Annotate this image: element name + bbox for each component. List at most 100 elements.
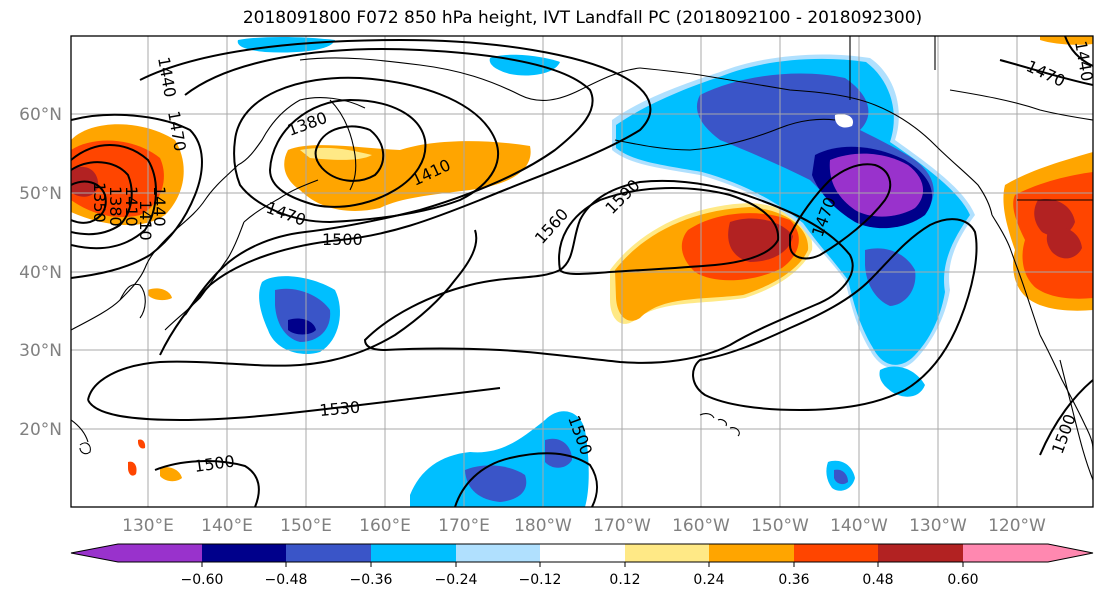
fill-region-alaska-tail-blue [865, 248, 916, 306]
contour-west-1410 [71, 161, 133, 236]
lat-label: 20°N [19, 420, 62, 440]
colorbar-tick-label: −0.60 [181, 572, 224, 588]
contour-label: 1380 [106, 186, 125, 227]
colorbar-tick-label: −0.36 [350, 572, 393, 588]
colorbar-segment [371, 544, 456, 562]
colorbar-tick-label: 0.48 [862, 572, 893, 588]
coastline-alaska [639, 67, 993, 216]
lon-label: 160°W [672, 516, 730, 536]
colorbar-tick-label: 0.60 [947, 572, 978, 588]
coastline-philippines [71, 419, 89, 443]
coastline-arctic-asia [299, 57, 581, 101]
contour-west-1470 [71, 113, 203, 279]
fill-region-alaska-purple [829, 153, 924, 217]
colorbar-segment [202, 544, 286, 562]
coastline-bc-coast [991, 214, 1041, 336]
colorbar-tick-label: −0.24 [435, 572, 478, 588]
lat-label: 50°N [19, 184, 62, 204]
plot-frame [70, 35, 1094, 508]
latitude-labels: 20°N 30°N 40°N 50°N 60°N [19, 105, 62, 440]
colorbar-segment [456, 544, 540, 562]
fill-region-west-red [71, 140, 164, 218]
fill-region-small-red-japan [138, 439, 146, 449]
fill-region-nwpac-navy [288, 318, 316, 335]
lon-label: 160°E [359, 516, 411, 536]
colorbar-tick-label: −0.12 [519, 572, 562, 588]
contour-1530-lower [87, 387, 501, 422]
fill-region-japan-orange [148, 288, 172, 301]
fill-region-tropical-small-blue [834, 469, 848, 485]
lon-label: 150°E [280, 516, 332, 536]
contour-west-1440 [71, 144, 157, 250]
colorbar-segment [794, 544, 878, 562]
contour-label: 1350 [90, 182, 109, 223]
fill-region-alaska-white-hole [834, 114, 854, 128]
lon-label: 130°W [909, 516, 967, 536]
colorbar-segment [963, 544, 1048, 562]
lon-label: 130°E [122, 516, 174, 536]
fill-region-arctic-cyan-2 [489, 54, 560, 76]
coastlines [71, 36, 1093, 481]
fill-region-okhotsk-yellow [300, 147, 372, 160]
coastline-aleutians [614, 118, 836, 151]
coastline-asia [71, 97, 366, 331]
map-title: 2018091800 F072 850 hPa height, IVT Land… [242, 8, 923, 28]
fill-region-eastpac-cyan [879, 366, 925, 397]
coastline-canada-north [849, 36, 1093, 121]
colorbar-segment [878, 544, 963, 562]
contour-1470-belt [184, 48, 594, 316]
lon-label: 180°W [514, 516, 572, 536]
coastline-japan [164, 221, 245, 331]
colorbar-tick-label: 0.36 [778, 572, 809, 588]
contour-label: 1530 [319, 398, 361, 420]
fill-region-westus-darkred [1034, 199, 1075, 237]
fill-region-tropical-cyan [410, 411, 589, 507]
contour-label: 1500 [322, 230, 363, 249]
lon-label: 140°W [830, 516, 888, 536]
coastline-mexico [1059, 359, 1093, 481]
colorbar: −0.60 −0.48 −0.36 −0.24 −0.12 0.12 0.24 … [70, 543, 1094, 588]
colorbar-segment [540, 544, 625, 562]
colorbar-segment [286, 544, 371, 562]
contour-1440-ne [1064, 36, 1093, 67]
contour-label: 1410 [136, 200, 155, 241]
lat-label: 60°N [19, 105, 62, 125]
contour-1530 [87, 229, 478, 401]
colorbar-tick-label: 0.24 [693, 572, 724, 588]
coastline-taiwan [79, 442, 91, 455]
fill-region-westus-darkred-2 [1046, 226, 1082, 259]
coastline-kuril [243, 179, 319, 223]
colorbar-segment [625, 544, 709, 562]
contour-west-1380 [71, 180, 107, 224]
colorbar-tick-label: 0.12 [609, 572, 640, 588]
lon-label: 150°W [751, 516, 809, 536]
coastline-california [1039, 334, 1093, 451]
fill-region-small-orange-south [160, 467, 182, 482]
coastline-hawaii [699, 413, 740, 437]
contour-1410-ring [268, 98, 427, 208]
fill-region-small-red-west [128, 461, 137, 476]
contour-1560 [363, 179, 854, 364]
lon-label: 140°E [201, 516, 253, 536]
contour-1470-east [789, 163, 892, 260]
contour-1530-east [692, 218, 978, 412]
lon-label: 170°E [438, 516, 490, 536]
colorbar-tick-label: −0.48 [265, 572, 308, 588]
contour-1470-ne [999, 59, 1093, 86]
contour-label: 1440 [1071, 39, 1097, 82]
contour-label: 1410 [122, 186, 141, 227]
lat-label: 30°N [19, 341, 62, 361]
contour-1500-east [1039, 379, 1093, 456]
colorbar-extend-low [71, 544, 118, 562]
contour-1500 [139, 38, 652, 356]
contour-1590 [558, 187, 780, 275]
height-contours [71, 36, 1093, 507]
colorbar-segment [118, 544, 202, 562]
colorbar-outline [70, 543, 1094, 563]
coastline-korea [119, 283, 146, 319]
contour-label: 1440 [150, 186, 169, 227]
colorbar-segment [709, 544, 794, 562]
contour-1500-central-south [454, 452, 598, 507]
lat-label: 40°N [19, 263, 62, 283]
contour-1500-south [154, 460, 260, 507]
